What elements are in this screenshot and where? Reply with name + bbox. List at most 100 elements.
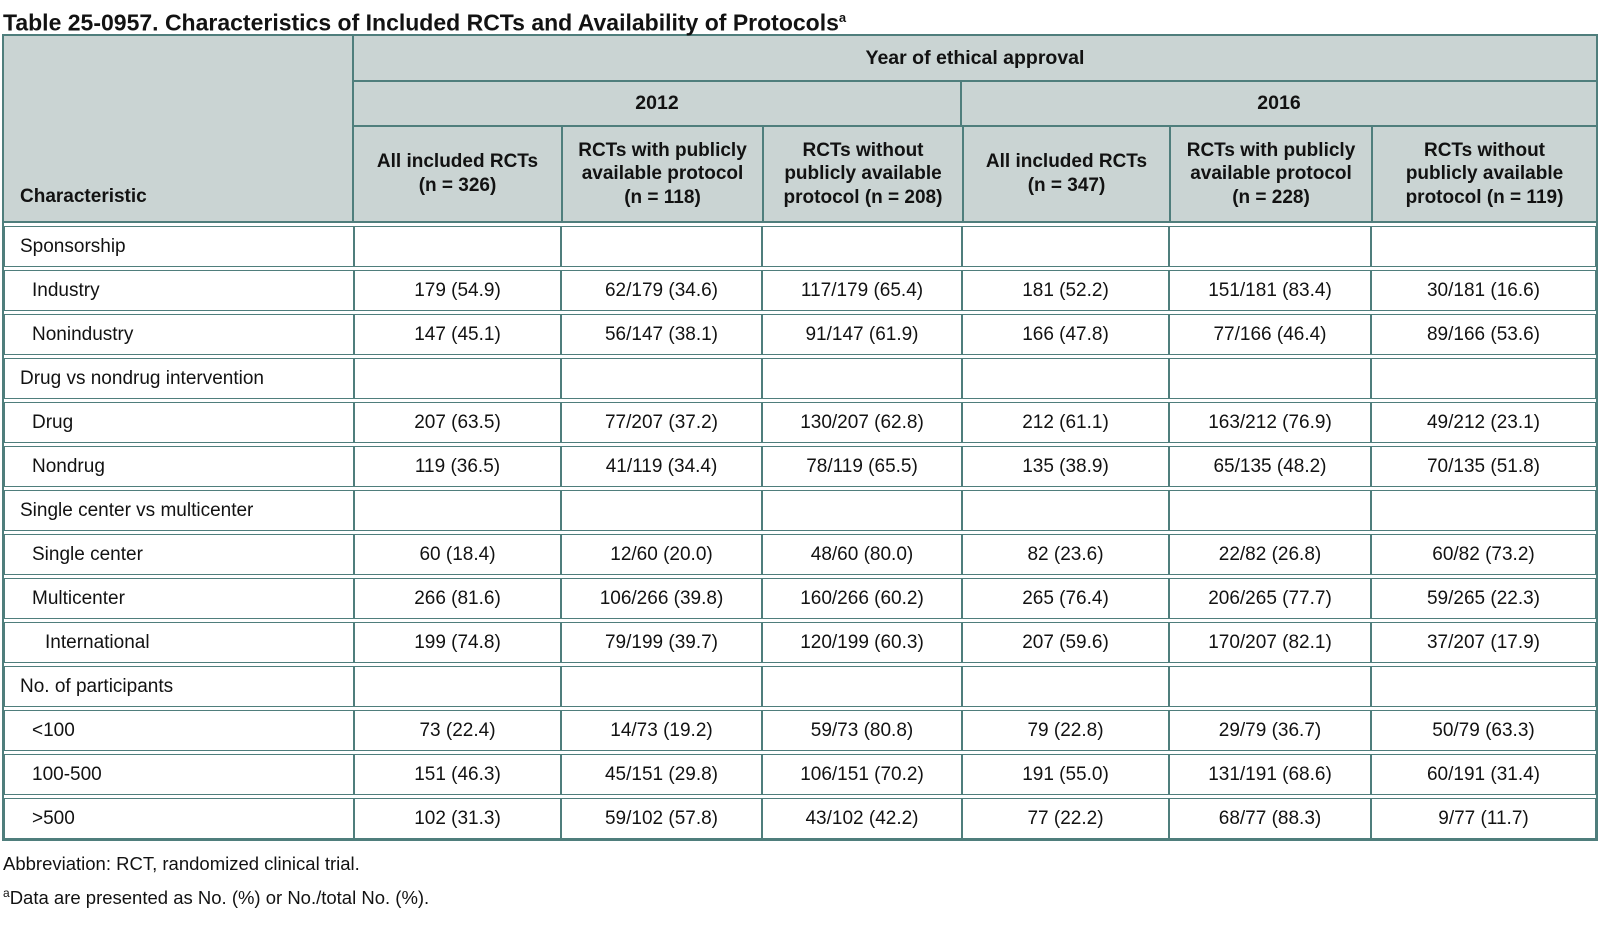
column-header: RCTs with publicly available protocol (n… [1169,127,1371,221]
table-title: Table 25-0957. Characteristics of Includ… [0,0,1600,36]
row-label: Drug [4,402,354,443]
row-value: 70/135 (51.8) [1371,446,1596,487]
row-label: No. of participants [4,666,354,707]
row-label: Single center vs multicenter [4,490,354,531]
row-value: 91/147 (61.9) [762,314,962,355]
table-row: Industry 179 (54.9) 62/179 (34.6) 117/179 (… [4,270,1596,311]
row-value: 43/102 (42.2) [762,798,962,839]
table-title-text: Table 25-0957. Characteristics of Includ… [3,9,839,36]
row-value [1169,358,1371,399]
row-value: 82 (23.6) [962,534,1169,575]
row-value: 50/79 (63.3) [1371,710,1596,751]
row-value: 265 (76.4) [962,578,1169,619]
row-value: 135 (38.9) [962,446,1169,487]
row-value: 151/181 (83.4) [1169,270,1371,311]
table-header: Characteristic Year of ethical approval … [4,36,1596,223]
table-body: Sponsorship Industry 179 (54.9) 62/179 (34.… [4,223,1596,839]
row-value: 102 (31.3) [354,798,561,839]
column-header: RCTs without publicly available protocol… [1371,127,1596,221]
row-value [354,666,561,707]
table-row: Nonindustry 147 (45.1) 56/147 (38.1) 91/147… [4,314,1596,355]
row-value [354,226,561,267]
row-value: 163/212 (76.9) [1169,402,1371,443]
row-value [962,358,1169,399]
table-row: 100-500 151 (46.3) 45/151 (29.8) 106/151 (7… [4,754,1596,795]
row-value: 56/147 (38.1) [561,314,762,355]
row-value: 37/207 (17.9) [1371,622,1596,663]
table-row: Drug 207 (63.5) 77/207 (37.2) 130/207 (62.8… [4,402,1596,443]
row-value: 79/199 (39.7) [561,622,762,663]
row-value: 49/212 (23.1) [1371,402,1596,443]
row-label: Drug vs nondrug intervention [4,358,354,399]
row-value: 45/151 (29.8) [561,754,762,795]
row-value: 131/191 (68.6) [1169,754,1371,795]
table-row: Nondrug 119 (36.5) 41/119 (34.4) 78/119 (65… [4,446,1596,487]
footnote-marker: a [3,886,10,901]
column-header-characteristic: Characteristic [4,36,354,221]
table-title-footnote-marker: a [838,10,847,25]
row-value [561,358,762,399]
row-value [762,226,962,267]
row-value [762,666,962,707]
table-row: >500 102 (31.3) 59/102 (57.8) 43/102 (42.2)… [4,798,1596,839]
row-label: <100 [4,710,354,751]
row-value: 59/73 (80.8) [762,710,962,751]
row-value: 106/266 (39.8) [561,578,762,619]
table-row: <100 73 (22.4) 14/73 (19.2) 59/73 (80.8) 79 … [4,710,1596,751]
row-value [561,666,762,707]
row-value [354,358,561,399]
row-value: 89/166 (53.6) [1371,314,1596,355]
row-value: 120/199 (60.3) [762,622,962,663]
row-value: 79 (22.8) [962,710,1169,751]
row-value: 77/166 (46.4) [1169,314,1371,355]
table-row: Single center 60 (18.4) 12/60 (20.0) 48/60 … [4,534,1596,575]
row-value: 59/102 (57.8) [561,798,762,839]
row-value: 119 (36.5) [354,446,561,487]
table-row: No. of participants [4,666,1596,707]
row-value [1371,666,1596,707]
row-value: 62/179 (34.6) [561,270,762,311]
abbreviation-note: Abbreviation: RCT, randomized clinical t… [3,853,360,874]
row-label: Multicenter [4,578,354,619]
table-row: Sponsorship [4,226,1596,267]
row-value: 179 (54.9) [354,270,561,311]
row-value: 60/82 (73.2) [1371,534,1596,575]
row-label: Nonindustry [4,314,354,355]
row-value: 117/179 (65.4) [762,270,962,311]
row-label: Nondrug [4,446,354,487]
row-value: 212 (61.1) [962,402,1169,443]
row-value: 12/60 (20.0) [561,534,762,575]
row-value: 78/119 (65.5) [762,446,962,487]
row-value [1371,358,1596,399]
row-value [354,490,561,531]
row-value [962,490,1169,531]
row-value [1169,490,1371,531]
table-header-right: Year of ethical approval 2012 2016 All i… [354,36,1596,221]
data-presentation-note: aData are presented as No. (%) or No./to… [3,886,1600,909]
row-value: 73 (22.4) [354,710,561,751]
column-header-row: All included RCTs (n = 326) RCTs with pu… [354,127,1596,221]
data-presentation-note-text: Data are presented as No. (%) or No./tot… [9,887,430,909]
row-value [1371,490,1596,531]
row-value: 60 (18.4) [354,534,561,575]
table-row: Drug vs nondrug intervention [4,358,1596,399]
row-value: 60/191 (31.4) [1371,754,1596,795]
row-value [561,490,762,531]
row-value [1371,226,1596,267]
row-value [762,358,962,399]
row-label: >500 [4,798,354,839]
row-label: Industry [4,270,354,311]
row-value: 191 (55.0) [962,754,1169,795]
row-label: Single center [4,534,354,575]
column-header: RCTs with publicly available protocol (n… [561,127,762,221]
row-value [1169,666,1371,707]
row-value: 266 (81.6) [354,578,561,619]
row-value: 199 (74.8) [354,622,561,663]
table-footnotes: Abbreviation: RCT, randomized clinical t… [3,853,1600,910]
row-value: 166 (47.8) [962,314,1169,355]
row-value: 59/265 (22.3) [1371,578,1596,619]
row-value: 151 (46.3) [354,754,561,795]
row-label: 100-500 [4,754,354,795]
year-header-2012: 2012 [354,82,962,125]
row-value: 207 (59.6) [962,622,1169,663]
